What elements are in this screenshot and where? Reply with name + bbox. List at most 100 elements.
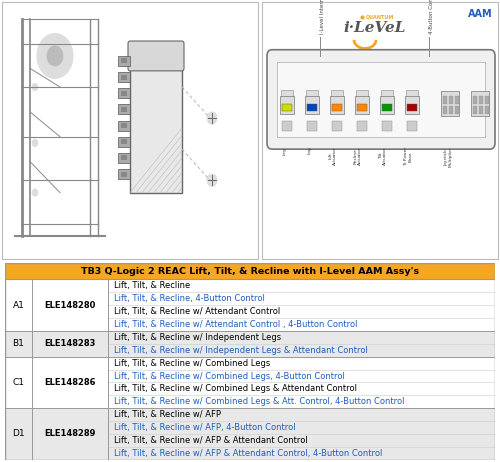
Text: Lift, Tilt, & Recline, 4-Button Control: Lift, Tilt, & Recline, 4-Button Control	[114, 294, 264, 303]
Bar	[357, 104, 367, 111]
Text: 4-Button Control: 4-Button Control	[429, 0, 434, 34]
Bar	[441, 91, 459, 116]
Circle shape	[207, 112, 217, 124]
Circle shape	[37, 34, 73, 79]
Text: Lift, Tilt, & Recline w/ AFP, 4-Button Control: Lift, Tilt, & Recline w/ AFP, 4-Button C…	[114, 423, 296, 432]
Bar	[130, 43, 182, 193]
Bar	[331, 90, 343, 97]
Bar	[2, 2, 258, 259]
Bar	[118, 88, 130, 98]
Bar	[118, 121, 130, 130]
Bar	[473, 97, 477, 104]
Bar	[485, 97, 489, 104]
Circle shape	[47, 46, 63, 66]
Bar	[307, 104, 317, 111]
Text: I-Level Intermediate: I-Level Intermediate	[320, 0, 325, 34]
Bar	[382, 121, 392, 130]
Text: Lift, Tilt, & Recline w/ Combined Legs, 4-Button Control: Lift, Tilt, & Recline w/ Combined Legs, …	[114, 371, 344, 381]
Bar	[455, 97, 459, 104]
Text: Lift, Tilt, & Recline w/ Attendant Control: Lift, Tilt, & Recline w/ Attendant Contr…	[114, 307, 280, 316]
Bar	[382, 104, 392, 111]
Bar	[306, 90, 318, 97]
Text: i·LeVeL: i·LeVeL	[344, 21, 406, 35]
Bar	[332, 104, 342, 111]
Bar	[277, 62, 485, 137]
Text: Lift, Tilt, & Recline w/ Combined Legs: Lift, Tilt, & Recline w/ Combined Legs	[114, 359, 270, 368]
Bar	[455, 106, 459, 114]
Text: Log: Log	[308, 146, 312, 154]
Bar	[118, 104, 130, 115]
Bar	[406, 90, 418, 97]
Bar	[357, 121, 367, 130]
Bar	[121, 123, 127, 128]
Bar	[330, 97, 344, 114]
Bar	[449, 97, 453, 104]
Bar	[408, 104, 418, 111]
Bar	[118, 153, 130, 163]
Bar	[5, 331, 495, 357]
Bar	[356, 90, 368, 97]
Bar	[332, 121, 342, 130]
Bar	[121, 155, 127, 160]
FancyBboxPatch shape	[267, 50, 495, 149]
Bar	[282, 104, 292, 111]
Text: Lift
Actuator: Lift Actuator	[328, 146, 337, 165]
Bar	[355, 97, 369, 114]
Bar	[118, 169, 130, 179]
Bar	[118, 56, 130, 66]
Bar	[121, 74, 127, 79]
Text: ELE148286: ELE148286	[44, 378, 96, 387]
Bar	[305, 97, 319, 114]
Text: B1: B1	[12, 339, 24, 348]
Text: ELE148283: ELE148283	[44, 339, 96, 348]
Bar	[408, 121, 418, 130]
Bar	[307, 121, 317, 130]
Bar	[382, 90, 394, 97]
Text: Leg: Leg	[283, 146, 287, 155]
Bar	[5, 357, 495, 408]
Text: Recline
Actuator: Recline Actuator	[354, 146, 362, 165]
Bar	[473, 106, 477, 114]
Bar	[443, 106, 447, 114]
Text: ELE148289: ELE148289	[44, 430, 96, 438]
Text: Lift, Tilt, & Recline w/ AFP & Attendant Control: Lift, Tilt, & Recline w/ AFP & Attendant…	[114, 436, 308, 445]
Text: D1: D1	[12, 430, 25, 438]
Bar	[406, 97, 419, 114]
Bar	[471, 91, 489, 116]
Bar	[479, 106, 483, 114]
Text: Tilt
Actuator: Tilt Actuator	[378, 146, 388, 165]
Bar	[282, 121, 292, 130]
Bar	[118, 137, 130, 146]
Text: QUANTUM: QUANTUM	[366, 15, 394, 20]
Text: To Power
Base: To Power Base	[404, 146, 412, 166]
Text: Lift, Tilt, & Recline w/ Combined Legs & Attendant Control: Lift, Tilt, & Recline w/ Combined Legs &…	[114, 384, 357, 393]
Text: C1: C1	[12, 378, 24, 387]
Bar	[280, 97, 294, 114]
Bar	[121, 91, 127, 96]
Bar	[443, 97, 447, 104]
Circle shape	[207, 174, 217, 187]
Bar	[121, 171, 127, 176]
Text: A1: A1	[12, 301, 24, 310]
Text: Lift, Tilt, & Recline w/ Attendant Control , 4-Button Control: Lift, Tilt, & Recline w/ Attendant Contr…	[114, 320, 358, 329]
Bar	[121, 107, 127, 112]
Bar	[262, 2, 498, 259]
FancyBboxPatch shape	[128, 41, 184, 71]
Bar	[380, 97, 394, 114]
Bar	[121, 139, 127, 144]
Text: Lift, Tilt, & Recline w/ Combined Legs & Att. Control, 4-Button Control: Lift, Tilt, & Recline w/ Combined Legs &…	[114, 397, 405, 406]
Text: AAM: AAM	[468, 9, 493, 18]
Text: Lift, Tilt, & Recline w/ Independent Legs & Attendant Control: Lift, Tilt, & Recline w/ Independent Leg…	[114, 346, 368, 355]
Bar	[118, 72, 130, 82]
Bar	[449, 106, 453, 114]
Text: Lift, Tilt, & Recline: Lift, Tilt, & Recline	[114, 281, 190, 291]
Bar	[479, 97, 483, 104]
Text: Lift, Tilt, & Recline w/ AFP: Lift, Tilt, & Recline w/ AFP	[114, 410, 221, 419]
Circle shape	[32, 189, 38, 196]
Circle shape	[32, 83, 38, 91]
Text: TB3 Q-Logic 2 REAC Lift, Tilt, & Recline with I-Level AAM Assy's: TB3 Q-Logic 2 REAC Lift, Tilt, & Recline…	[81, 267, 419, 276]
Bar	[121, 58, 127, 63]
Circle shape	[32, 139, 38, 146]
Text: Lift, Tilt, & Recline w/ Independent Legs: Lift, Tilt, & Recline w/ Independent Leg…	[114, 333, 281, 342]
Text: Joystick/
Multiplier: Joystick/ Multiplier	[444, 146, 452, 167]
